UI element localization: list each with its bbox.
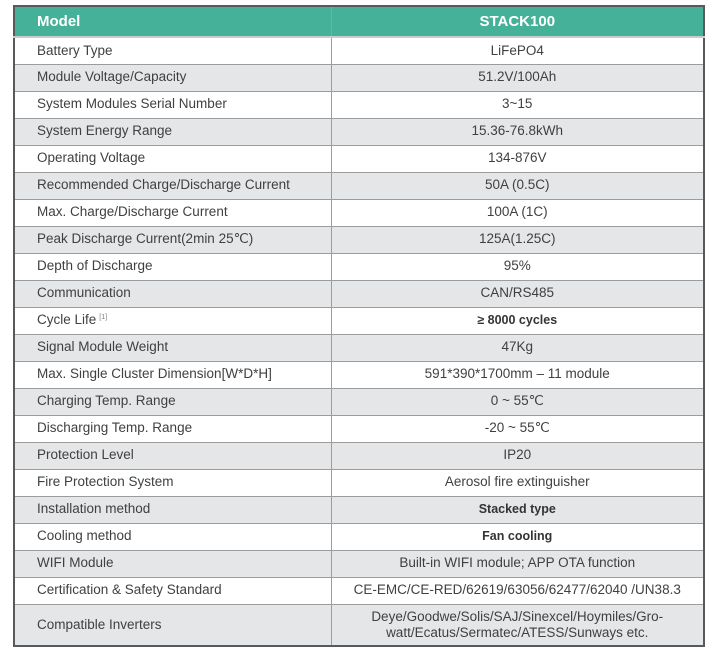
spec-value: Stacked type bbox=[330, 495, 705, 524]
table-row: Certification & Safety Standard CE-EMC/CE… bbox=[13, 576, 705, 605]
table-row: System Modules Serial Number 3~15 bbox=[13, 90, 705, 119]
spec-label: Battery Type bbox=[13, 36, 332, 65]
table-row: Module Voltage/Capacity 51.2V/100Ah bbox=[13, 63, 705, 92]
header-product-name: STACK100 bbox=[330, 5, 705, 38]
spec-table: Model STACK100 Battery Type LiFePO4 Module… bbox=[13, 5, 705, 647]
table-row: Communication CAN/RS485 bbox=[13, 279, 705, 308]
spec-label: Operating Voltage bbox=[13, 144, 332, 173]
table-row: Peak Discharge Current(2min 25℃) 125A(1.2… bbox=[13, 225, 705, 254]
spec-value: CAN/RS485 bbox=[330, 279, 705, 308]
table-row: System Energy Range 15.36-76.8kWh bbox=[13, 117, 705, 146]
header-model-label: Model bbox=[13, 5, 332, 38]
spec-value: 100A (1C) bbox=[330, 198, 705, 227]
spec-label: Module Voltage/Capacity bbox=[13, 63, 332, 92]
spec-label: Certification & Safety Standard bbox=[13, 576, 332, 605]
spec-label: Depth of Discharge bbox=[13, 252, 332, 281]
table-row: Signal Module Weight 47Kg bbox=[13, 333, 705, 362]
table-row: Depth of Discharge 95% bbox=[13, 252, 705, 281]
table-row: Max. Single Cluster Dimension[W*D*H] 591*… bbox=[13, 360, 705, 389]
table-row: WIFI Module Built-in WIFI module; APP OTA… bbox=[13, 549, 705, 578]
spec-value: 95% bbox=[330, 252, 705, 281]
spec-value: 3~15 bbox=[330, 90, 705, 119]
spec-label: Protection Level bbox=[13, 441, 332, 470]
spec-value: 51.2V/100Ah bbox=[330, 63, 705, 92]
table-row: Compatible Inverters Deye/Goodwe/Solis/SA… bbox=[13, 603, 705, 647]
spec-label: System Modules Serial Number bbox=[13, 90, 332, 119]
spec-label: Discharging Temp. Range bbox=[13, 414, 332, 443]
spec-value: 0 ~ 55℃ bbox=[330, 387, 705, 416]
spec-label: Max. Single Cluster Dimension[W*D*H] bbox=[13, 360, 332, 389]
spec-label: Charging Temp. Range bbox=[13, 387, 332, 416]
spec-value: -20 ~ 55℃ bbox=[330, 414, 705, 443]
spec-value: 591*390*1700mm – 11 module bbox=[330, 360, 705, 389]
spec-value: 125A(1.25C) bbox=[330, 225, 705, 254]
spec-label: Max. Charge/Discharge Current bbox=[13, 198, 332, 227]
spec-table-body: Battery Type LiFePO4 Module Voltage/Capaci… bbox=[13, 36, 705, 647]
spec-label: Cycle Life [1] bbox=[13, 306, 332, 335]
spec-label: WIFI Module bbox=[13, 549, 332, 578]
spec-value: CE-EMC/CE-RED/62619/63056/62477/62040 /U… bbox=[330, 576, 705, 605]
spec-value: Deye/Goodwe/Solis/SAJ/Sinexcel/Hoymiles/… bbox=[330, 603, 705, 647]
spec-value: 47Kg bbox=[330, 333, 705, 362]
spec-label: Communication bbox=[13, 279, 332, 308]
table-row: Cooling method Fan cooling bbox=[13, 522, 705, 551]
spec-value: IP20 bbox=[330, 441, 705, 470]
spec-value: 50A (0.5C) bbox=[330, 171, 705, 200]
table-row: Charging Temp. Range 0 ~ 55℃ bbox=[13, 387, 705, 416]
spec-label: Compatible Inverters bbox=[13, 603, 332, 647]
spec-label: Signal Module Weight bbox=[13, 333, 332, 362]
table-row: Cycle Life [1] ≥ 8000 cycles bbox=[13, 306, 705, 335]
spec-value: Built-in WIFI module; APP OTA function bbox=[330, 549, 705, 578]
spec-value: 134-876V bbox=[330, 144, 705, 173]
spec-value: 15.36-76.8kWh bbox=[330, 117, 705, 146]
spec-value: ≥ 8000 cycles bbox=[330, 306, 705, 335]
spec-label: Cooling method bbox=[13, 522, 332, 551]
table-row: Fire Protection System Aerosol fire extin… bbox=[13, 468, 705, 497]
spec-label: Fire Protection System bbox=[13, 468, 332, 497]
table-row: Protection Level IP20 bbox=[13, 441, 705, 470]
table-row: Operating Voltage 134-876V bbox=[13, 144, 705, 173]
spec-value: LiFePO4 bbox=[330, 36, 705, 65]
table-row: Max. Charge/Discharge Current 100A (1C) bbox=[13, 198, 705, 227]
spec-label: Recommended Charge/Discharge Current bbox=[13, 171, 332, 200]
spec-value: Fan cooling bbox=[330, 522, 705, 551]
table-row: Installation method Stacked type bbox=[13, 495, 705, 524]
table-row: Recommended Charge/Discharge Current 50A … bbox=[13, 171, 705, 200]
spec-label: System Energy Range bbox=[13, 117, 332, 146]
spec-label: Peak Discharge Current(2min 25℃) bbox=[13, 225, 332, 254]
table-row: Discharging Temp. Range -20 ~ 55℃ bbox=[13, 414, 705, 443]
header-row: Model STACK100 bbox=[13, 5, 705, 38]
table-row: Battery Type LiFePO4 bbox=[13, 36, 705, 65]
spec-label: Installation method bbox=[13, 495, 332, 524]
footnote-marker: [1] bbox=[99, 313, 108, 321]
spec-table-header: Model STACK100 bbox=[13, 5, 705, 38]
spec-value: Aerosol fire extinguisher bbox=[330, 468, 705, 497]
